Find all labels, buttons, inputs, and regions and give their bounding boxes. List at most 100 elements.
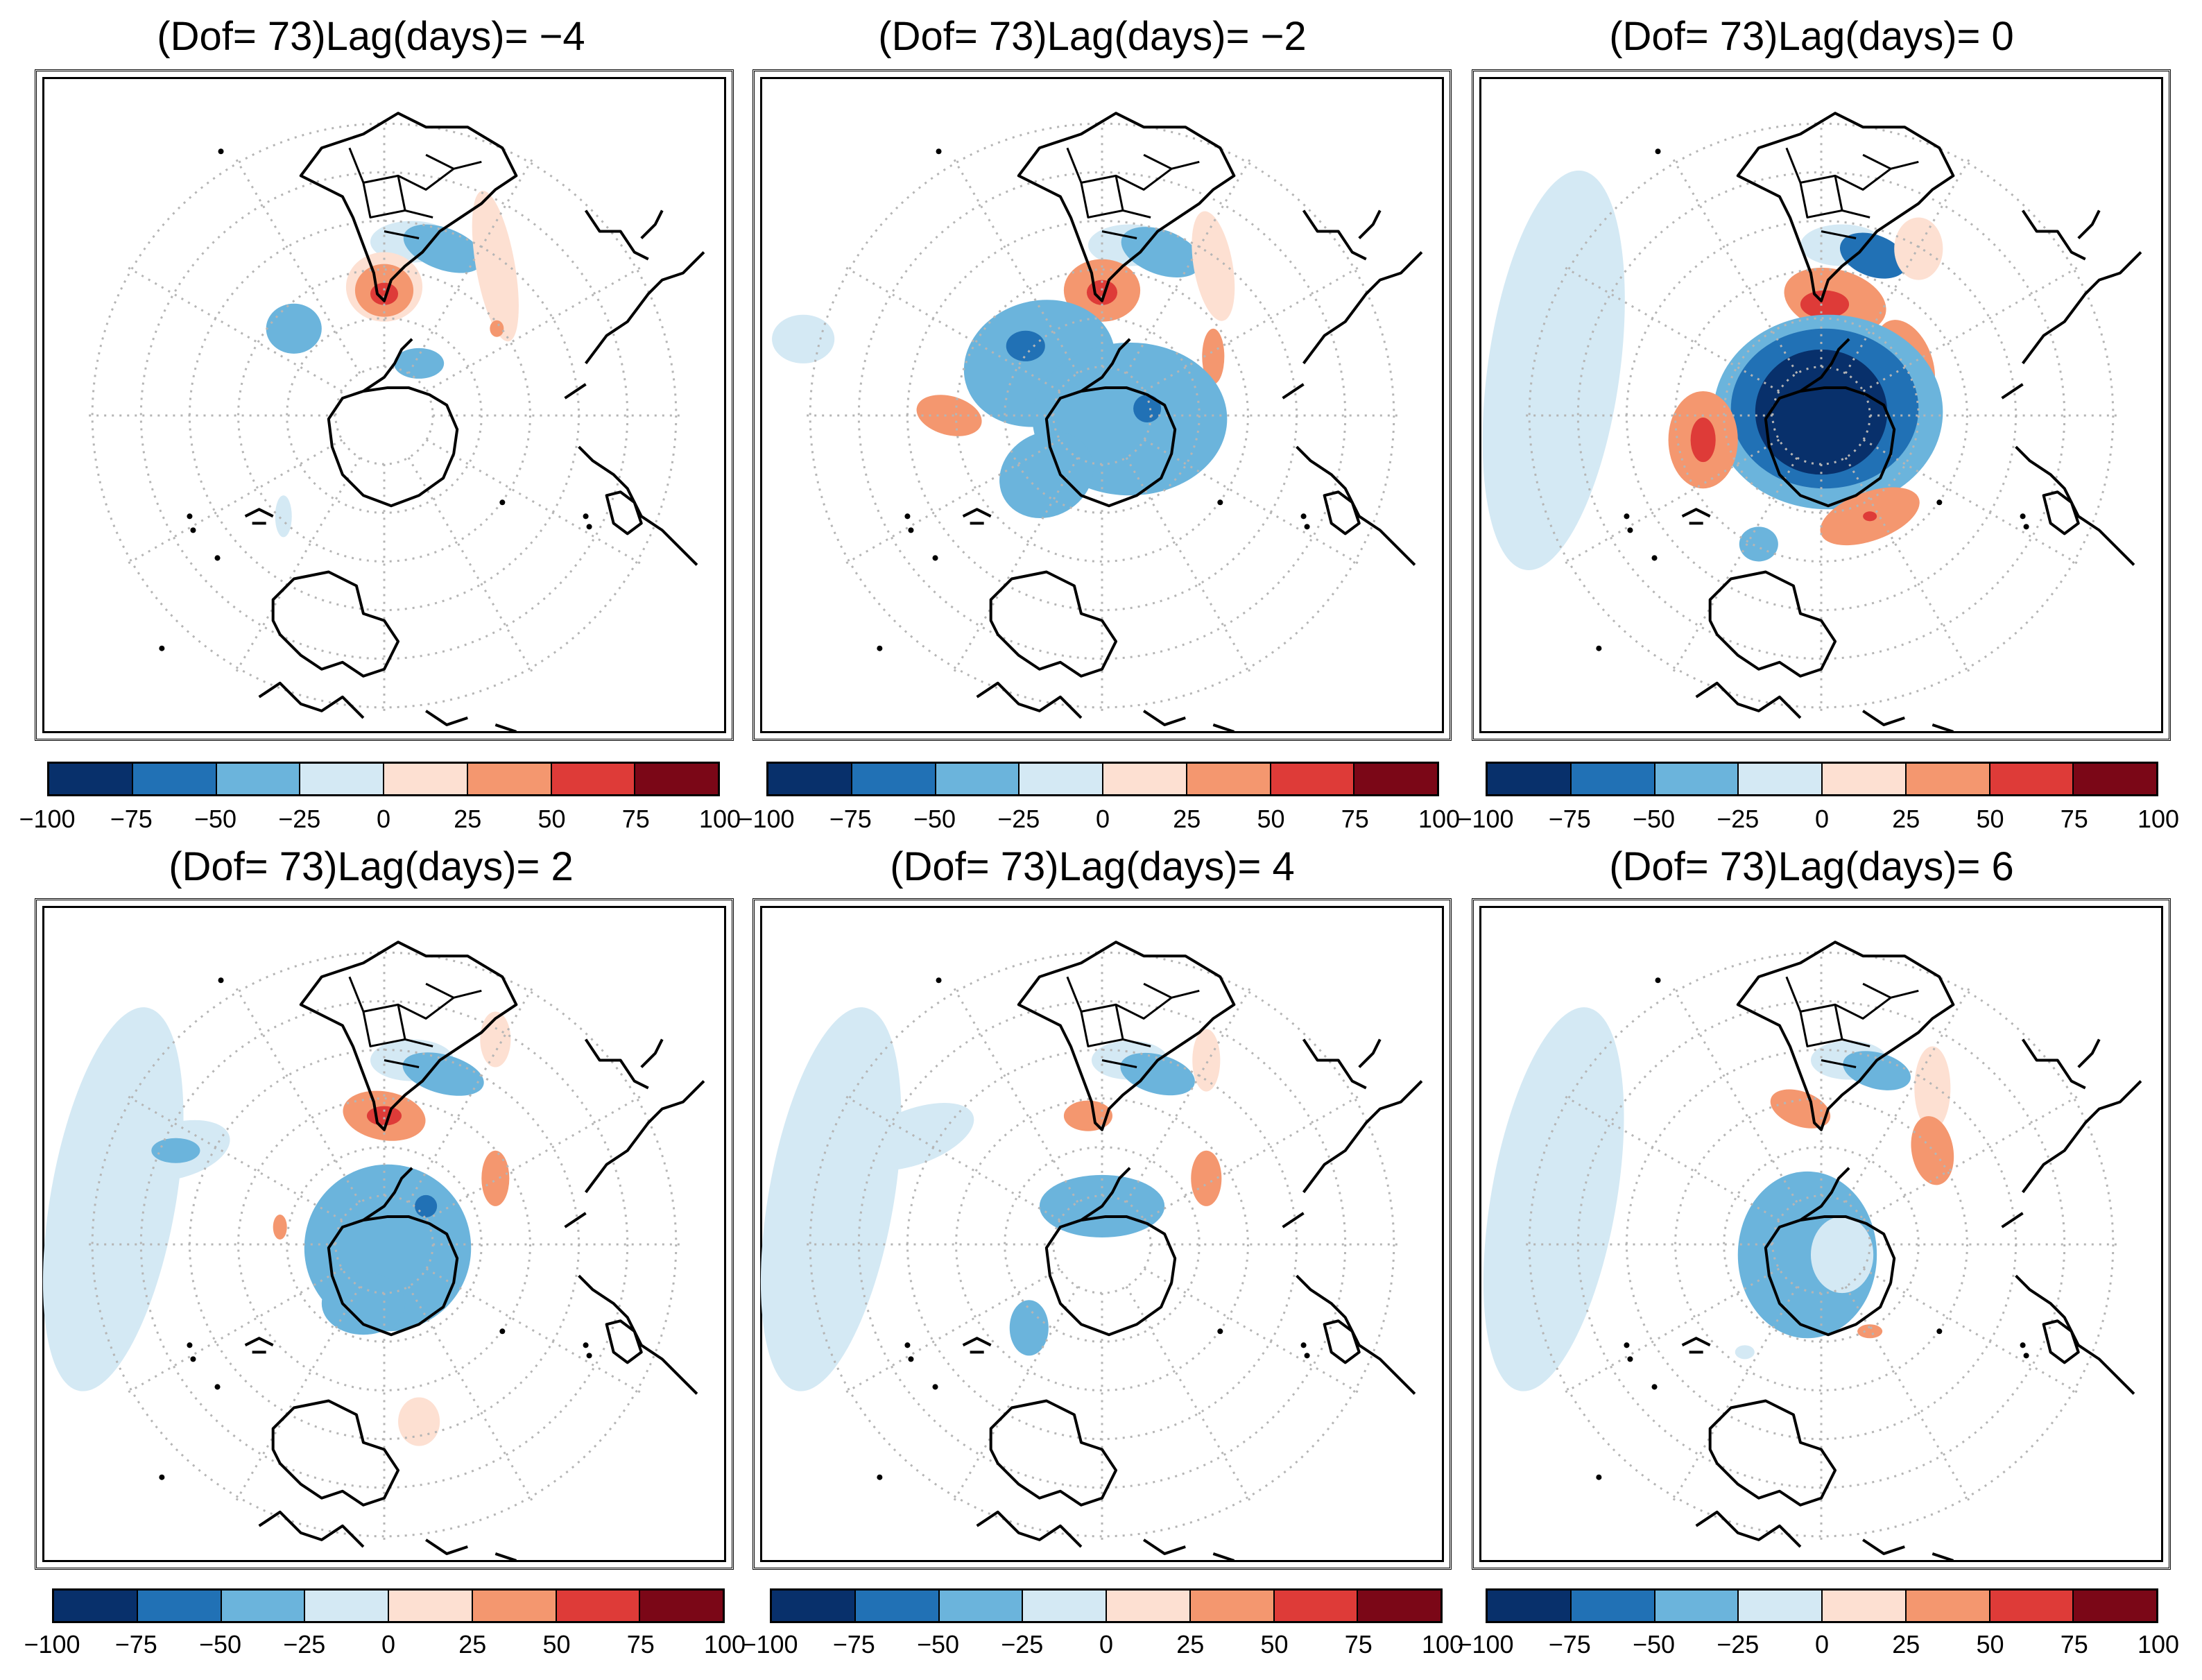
africa-south-coast [1296,445,1416,566]
anomaly-neg [1133,394,1162,423]
colorbar-segment [2074,1591,2156,1621]
africa-south-coast [1296,1274,1416,1395]
colorbar-segment [768,764,852,794]
colorbar-segment [1190,1591,1275,1621]
colorbar-segment [1103,764,1187,794]
antarctic-peninsula [1799,1167,1850,1222]
colorbar-tick-label: −75 [829,805,872,833]
latitude-circle [955,268,1249,563]
colorbar-tick-label: 25 [1176,1630,1205,1658]
latitude-circle [237,1097,531,1391]
island-dot [1624,513,1630,520]
island-dot [1627,1356,1633,1362]
colorbar-tick-label: −50 [1632,1630,1676,1658]
latitude-circle [286,317,483,514]
new-zealand-coast [244,1337,274,1354]
anomaly-neg [1121,227,1201,278]
colorbar-1 [47,762,720,796]
south-america-coast [299,941,518,1131]
colorbar-segment [855,1591,940,1621]
australia-coast [1708,1399,1837,1507]
anomaly-neg [1737,1171,1877,1339]
island-dot [190,527,196,533]
island-dot [1300,1342,1307,1348]
colorbar-tick-label: −100 [738,805,795,833]
colorbar-segment [1274,1591,1359,1621]
anomaly-neg [151,1138,200,1163]
anomaly-neg [42,1007,184,1391]
map-layer [42,941,705,1562]
africa-west-coast [1302,209,1367,261]
colorbar-segment [936,764,1020,794]
south-america-coast [299,112,518,302]
colorbar-segment [640,1591,723,1621]
antarctic-peninsula [1080,338,1131,393]
anomaly-pos [481,1150,510,1206]
map-svg [760,941,1423,1562]
colorbar-segment [54,1591,138,1621]
island-dot [159,1474,165,1480]
island-dot [2023,524,2029,530]
colorbar-tick-label: 0 [1095,805,1110,833]
anomaly-pos [398,1397,440,1446]
anomaly-neg [402,1052,484,1096]
anomaly-pos [1857,1324,1883,1339]
latitude-circle [1674,1097,1968,1391]
colorbar-tick-label: −50 [198,1630,242,1658]
map-panel-3 [1472,69,2171,741]
colorbar-segment [2074,764,2156,794]
latitude-circle [1004,1146,1201,1343]
country-borders [348,147,482,239]
island-dot [187,1342,193,1348]
colorbar-segment [1271,764,1355,794]
colorbar-tick-label: 100 [698,805,741,833]
anomaly-neg [1810,1216,1874,1294]
colorbar-segment [300,764,384,794]
africa-south-coast [2015,445,2135,566]
latitude-circle [1528,122,2115,709]
colorbar-segment [49,764,133,794]
island-dot [1651,555,1658,561]
latitude-circle [1723,1146,1920,1343]
colorbar-tick-label: −100 [24,1630,80,1658]
colorbar-segment [1571,1591,1655,1621]
island-dot [932,555,938,561]
colorbar-tick-label: 0 [381,1630,396,1658]
africa-coast [1282,209,1423,400]
south-america-coast [1017,112,1236,302]
colorbar-segment [305,1591,389,1621]
indonesia-coast [258,681,517,733]
island-dot [583,513,589,520]
colorbar-segment [1358,1591,1440,1621]
meridian-line [425,438,644,566]
island-dot [1596,1474,1602,1480]
latitude-circle [91,951,678,1538]
colorbar-labels-4: −100 −75 −50 −25 0 25 50 75 100 [24,1630,746,1663]
map-panel-1 [35,69,734,741]
madagascar-coast [605,1319,643,1364]
colorbar-3 [1486,762,2158,796]
colorbar-segment [132,764,217,794]
anomaly-pos [1192,211,1235,321]
colorbar-tick-label: −100 [1457,1630,1514,1658]
madagascar-coast [2042,490,2080,535]
colorbar-segment [1107,1591,1191,1621]
antarctica-coast [327,386,459,508]
africa-south-coast [578,445,698,566]
antarctica-coast [1044,386,1177,508]
panel-title-1: (Dof= 73)Lag(days)= −4 [157,14,585,59]
colorbar-tick-label: 75 [2060,805,2088,833]
antarctica-coast [327,1215,459,1337]
island-dot [159,645,165,651]
colorbar-tick-label: 75 [1341,805,1369,833]
latitude-circle [1004,317,1201,514]
latitude-circle [1723,317,1920,514]
anomaly-neg [1006,330,1045,361]
indonesia-coast [976,1510,1235,1562]
anomaly-pos [366,1106,402,1126]
indonesia-coast [258,1510,517,1562]
colorbar-tick-label: 50 [542,1630,571,1658]
colorbar-labels-3: −100 −75 −50 −25 0 25 50 75 100 [1457,805,2179,838]
colorbar-tick-label: 0 [1814,805,1830,833]
map-layer [1482,112,2142,733]
